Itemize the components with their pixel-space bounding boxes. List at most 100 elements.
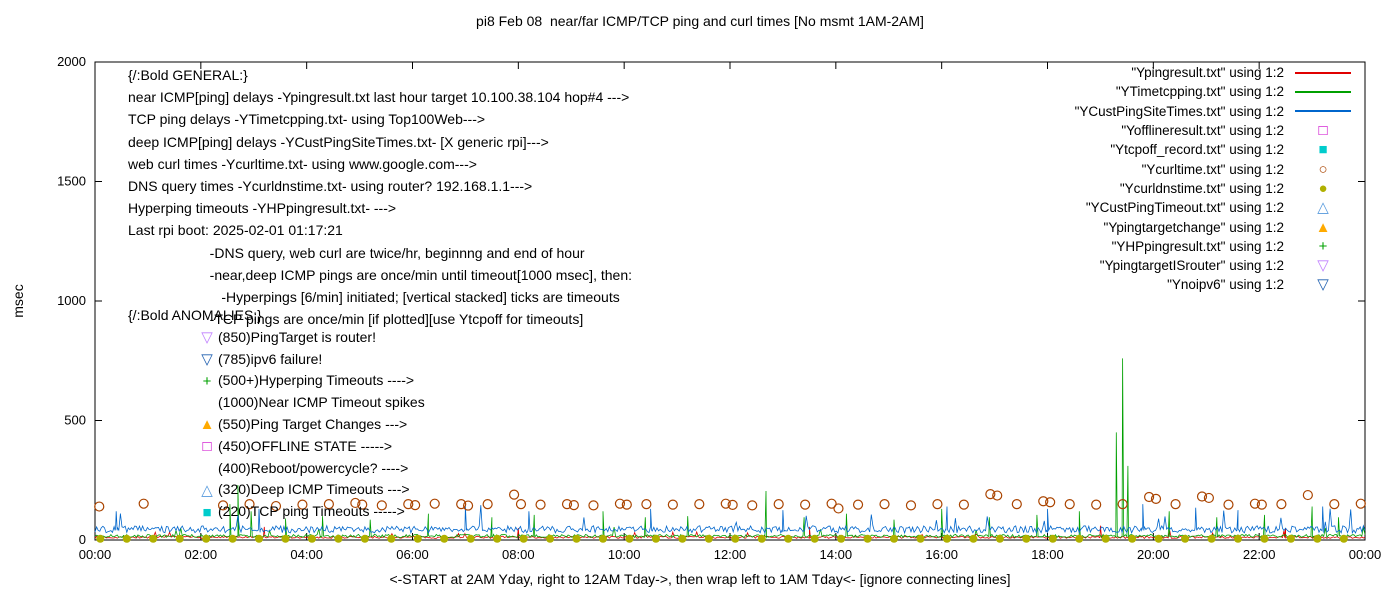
- anomaly-row: + (500+)Hyperping Timeouts ---->: [128, 370, 425, 392]
- curl-point: [905, 500, 917, 511]
- legend-label: "YCustPingSiteTimes.txt" using 1:2: [1074, 103, 1284, 119]
- curl-point: [800, 499, 811, 510]
- dns-point: [837, 534, 846, 543]
- legend-marker-icon: ▲: [1292, 220, 1354, 235]
- x-tick-label: 20:00: [1137, 547, 1170, 562]
- curl-point: [568, 500, 579, 511]
- annotation-line: Hyperping timeouts -YHPpingresult.txt- -…: [128, 200, 397, 217]
- curl-point: [1355, 498, 1366, 509]
- x-tick-label: 18:00: [1031, 547, 1064, 562]
- curl-point: [720, 498, 731, 509]
- curl-point: [1329, 499, 1340, 510]
- curl-point: [1223, 499, 1234, 510]
- dns-point: [890, 534, 899, 543]
- curl-point: [1038, 496, 1049, 507]
- curl-point: [958, 499, 969, 510]
- legend-label: "Ypingresult.txt" using 1:2: [1131, 65, 1284, 81]
- legend-marker-icon: +: [1292, 239, 1354, 254]
- curl-point: [350, 497, 361, 509]
- curl-point: [1302, 489, 1313, 501]
- open-triangle-up-anomaly-marker-icon: △: [201, 481, 213, 499]
- anomaly-row: ▽ (785)ipv6 failure!: [128, 349, 425, 371]
- anomaly-text: (450)OFFLINE STATE ----->: [218, 437, 393, 454]
- curl-point: [1276, 499, 1287, 510]
- dns-point: [942, 534, 951, 543]
- legend-line-sample: [1292, 110, 1354, 113]
- dns-point: [916, 534, 925, 543]
- dns-point: [360, 534, 369, 543]
- curl-point: [1256, 499, 1267, 510]
- dns-point: [413, 534, 422, 543]
- x-tick-label: 00:00: [1349, 547, 1382, 562]
- legend-label: "Ytcpoff_record.txt" using 1:2: [1110, 142, 1284, 158]
- curl-point: [826, 498, 837, 509]
- anomaly-text: (785)ipv6 failure!: [218, 350, 323, 367]
- curl-point: [694, 499, 705, 510]
- series-line-YCustPingSiteTimes.txt: [94, 504, 1366, 535]
- open-square-icon: □: [1318, 122, 1328, 140]
- legend-marker-icon: ●: [1292, 181, 1354, 196]
- dns-point: [1313, 534, 1322, 543]
- legend-label: "Ynoipv6" using 1:2: [1167, 277, 1284, 293]
- legend-entry: "YpingtargetISrouter" using 1:2 ▽: [1075, 256, 1354, 275]
- annotation-line: -near,deep ICMP pings are once/min until…: [128, 266, 632, 283]
- legend: "Ypingresult.txt" using 1:2 "YTimetcpping…: [1075, 63, 1354, 295]
- anomaly-row: ▽ (850)PingTarget is router!: [128, 327, 425, 349]
- curl-point: [297, 499, 308, 510]
- curl-point: [879, 499, 890, 510]
- curl-point: [508, 489, 520, 500]
- curl-point: [217, 500, 229, 511]
- dns-point: [1154, 534, 1163, 543]
- annotation-line: deep ICMP[ping] delays -YCustPingSiteTim…: [128, 133, 549, 150]
- curl-point: [667, 499, 678, 510]
- curl-point: [1011, 499, 1022, 510]
- dns-point: [466, 534, 475, 543]
- dns-point: [1128, 534, 1137, 543]
- x-tick-label: 12:00: [714, 547, 747, 562]
- dns-point: [678, 534, 687, 543]
- legend-label: "YpingtargetISrouter" using 1:2: [1099, 258, 1284, 274]
- dns-point: [731, 534, 740, 543]
- dns-point: [757, 534, 766, 543]
- dns-point: [387, 534, 396, 543]
- curl-point: [94, 501, 105, 512]
- y-tick-label: 1500: [57, 174, 86, 189]
- filled-triangle-up-icon: ▲: [1315, 218, 1331, 236]
- curl-point: [1150, 493, 1162, 504]
- dns-point: [546, 534, 555, 543]
- legend-entry: "YTimetcpping.txt" using 1:2: [1075, 82, 1354, 101]
- y-tick-label: 0: [79, 532, 86, 547]
- dns-point: [704, 534, 713, 543]
- curl-point: [773, 499, 784, 510]
- anomaly-row: △ (320)Deep ICMP Timeouts --->: [128, 479, 425, 501]
- curl-point: [1196, 491, 1208, 502]
- x-tick-label: 16:00: [925, 547, 958, 562]
- dns-point: [307, 534, 316, 543]
- curl-point: [462, 500, 474, 511]
- legend-line-swatch: [1295, 110, 1351, 113]
- dns-point: [1075, 534, 1084, 543]
- curl-point: [1091, 499, 1102, 510]
- annotation-line: -TCP pings are once/min [if plotted][use…: [128, 311, 584, 328]
- filled-square-icon: ■: [1318, 141, 1328, 159]
- x-tick-label: 02:00: [185, 547, 218, 562]
- anomaly-text: (500+)Hyperping Timeouts ---->: [218, 372, 415, 389]
- legend-entry: "Ynoipv6" using 1:2 ▽: [1075, 275, 1354, 294]
- curl-point: [561, 499, 573, 510]
- legend-label: "Yofflineresult.txt" using 1:2: [1121, 123, 1284, 139]
- annotation-line: -DNS query, web curl are twice/hr, begin…: [128, 244, 585, 261]
- open-triangle-down-icon: ▽: [1317, 257, 1329, 275]
- general-annotations: {/:Bold GENERAL:} near ICMP[ping] delays …: [128, 64, 632, 330]
- anomalies-annotations: {/:Bold ANOMALIES:} ▽ (850)PingTarget is r…: [128, 305, 425, 523]
- series-line-YTimetcpping.txt: [94, 358, 1366, 539]
- dns-point: [1022, 534, 1031, 543]
- legend-line-sample: [1292, 90, 1354, 93]
- open-square-anomaly-marker-icon: □: [202, 438, 212, 456]
- anomaly-row: ▲ (550)Ping Target Changes --->: [128, 414, 425, 436]
- curl-point: [747, 500, 758, 511]
- curl-point: [403, 499, 414, 510]
- annotation-line: {/:Bold GENERAL:}: [128, 67, 248, 83]
- legend-entry: "YCustPingTimeout.txt" using 1:2 △: [1075, 198, 1354, 217]
- x-tick-label: 08:00: [502, 547, 535, 562]
- curl-point: [641, 499, 652, 510]
